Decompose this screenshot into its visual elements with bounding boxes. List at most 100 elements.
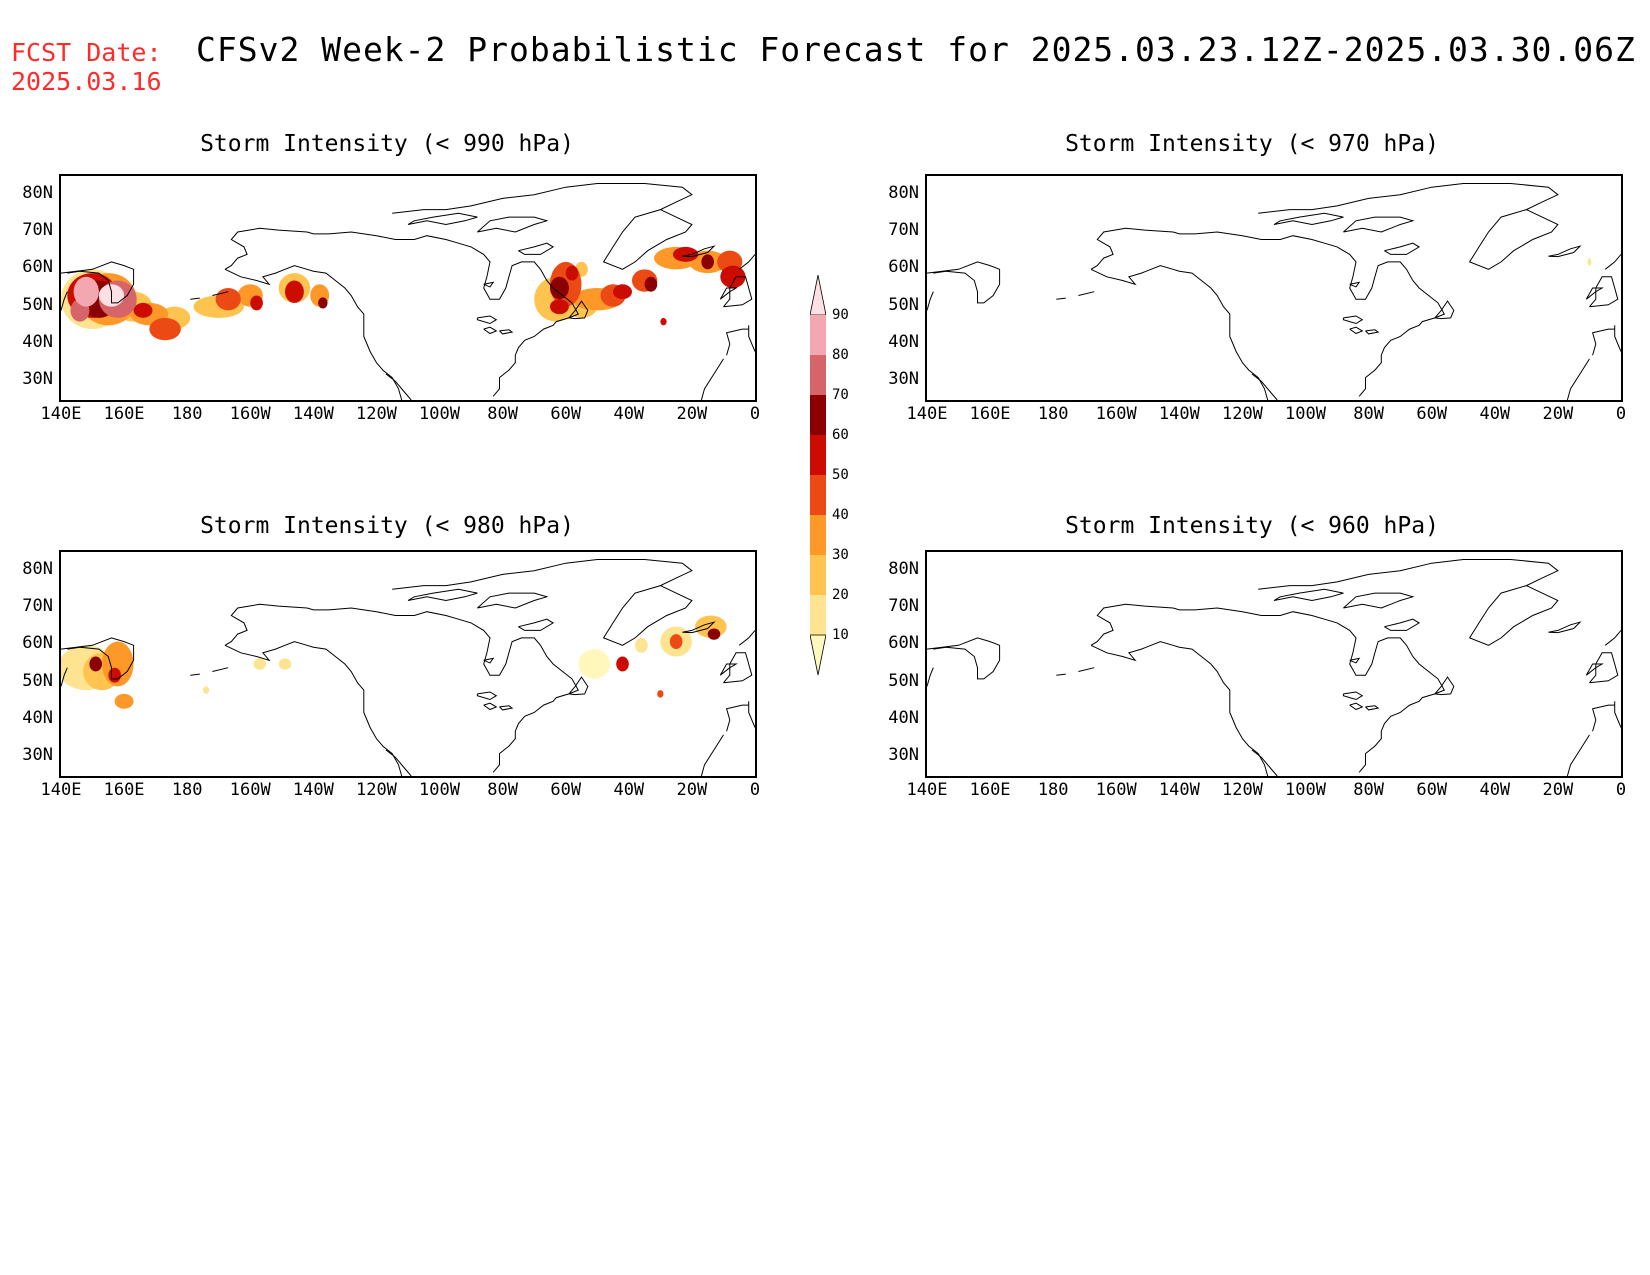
colorbar-segment — [810, 515, 826, 555]
longitude-tick-label: 20W — [1542, 780, 1574, 800]
coastline — [385, 749, 412, 776]
colorbar-tick-label: 20 — [832, 587, 849, 603]
colorbar-segment — [810, 595, 826, 635]
map-canvas — [927, 183, 1621, 400]
coastline — [499, 329, 514, 335]
longitude-tick-label: 160W — [229, 780, 271, 800]
latitude-tick-label: 40N — [888, 332, 919, 352]
map-panel-970 — [925, 174, 1623, 402]
coastline — [1349, 657, 1361, 664]
coastline — [1343, 216, 1415, 233]
latitude-tick-label: 30N — [888, 369, 919, 390]
probability-cell — [318, 297, 328, 309]
latitude-tick-label: 50N — [888, 670, 919, 691]
latitude-tick-label: 40N — [22, 708, 53, 728]
latitude-tick-label: 40N — [888, 708, 919, 728]
longitude-tick-label: 160E — [103, 404, 145, 424]
coastline — [1251, 373, 1278, 400]
latitude-tick-label: 70N — [888, 220, 919, 240]
colorbar-segment — [810, 355, 826, 395]
colorbar-tick-label: 10 — [832, 627, 849, 643]
coastline — [1585, 287, 1604, 300]
coastline — [224, 227, 377, 270]
coastline — [1614, 325, 1621, 352]
latitude-tick-label: 70N — [22, 220, 53, 240]
probability-cell — [215, 288, 241, 311]
longitude-tick-label: 180 — [171, 780, 203, 800]
probability-cell — [669, 634, 683, 650]
coastline — [738, 254, 755, 270]
colorbar-tick-label: 40 — [832, 507, 849, 523]
coastline — [1056, 673, 1066, 676]
coastline — [224, 641, 403, 776]
latitude-tick-label: 80N — [888, 182, 919, 203]
probability-cell — [133, 302, 153, 318]
probability-cell — [616, 656, 629, 672]
coastline — [927, 291, 934, 311]
longitude-tick-label: 0 — [1615, 404, 1627, 424]
coastline — [385, 373, 412, 400]
probability-cell — [549, 299, 569, 315]
longitude-tick-label: 60W — [550, 404, 582, 424]
probability-cell — [549, 276, 569, 300]
probability-cell — [1587, 258, 1592, 266]
coastline — [1384, 242, 1421, 255]
longitude-tick-label: 160E — [969, 404, 1011, 424]
coastline — [61, 261, 135, 304]
colorbar-segment — [810, 555, 826, 595]
latitude-tick-label: 60N — [888, 633, 919, 654]
coastline — [927, 261, 1001, 304]
coastline — [700, 734, 724, 776]
latitude-tick-label: 30N — [888, 745, 919, 766]
coastline — [1365, 705, 1380, 711]
colorbar-segment — [810, 634, 826, 676]
colorbar-tick-label: 90 — [832, 307, 849, 323]
colorbar-tick-label: 80 — [832, 347, 849, 363]
map-canvas — [61, 559, 755, 776]
coastline — [1384, 618, 1421, 631]
probability-cell — [149, 317, 181, 341]
latitude-tick-label: 50N — [22, 294, 53, 315]
latitude-tick-label: 60N — [22, 257, 53, 278]
colorbar-segment — [810, 475, 826, 515]
longitude-tick-label: 40W — [613, 780, 645, 800]
coastline — [407, 588, 478, 602]
coastline — [483, 657, 495, 664]
colorbar — [810, 275, 826, 676]
fcst-date-block: FCST Date: 2025.03.16 — [11, 38, 162, 96]
coastline — [725, 704, 749, 732]
longitude-tick-label: 100W — [1285, 780, 1326, 800]
probability-cell — [89, 656, 103, 672]
coastline — [1566, 358, 1590, 400]
coastline — [1090, 641, 1269, 776]
latitude-tick-label: 30N — [22, 745, 53, 766]
coastline — [1078, 667, 1095, 672]
colorbar-segment — [810, 395, 826, 435]
longitude-tick-label: 60W — [1416, 404, 1448, 424]
coastline — [1591, 704, 1615, 732]
latitude-tick-label: 80N — [22, 182, 53, 203]
probability-cell — [565, 265, 579, 281]
coastline — [1548, 245, 1582, 258]
longitude-tick-label: 20W — [1542, 404, 1574, 424]
longitude-tick-label: 0 — [749, 780, 761, 800]
longitude-tick-label: 160E — [103, 780, 145, 800]
coastline — [392, 183, 693, 270]
probability-cell — [250, 295, 263, 311]
latitude-tick-label: 50N — [22, 670, 53, 691]
coastline — [476, 691, 498, 701]
longitude-tick-label: 180 — [1037, 780, 1069, 800]
coastline — [376, 611, 580, 773]
coastline — [61, 667, 68, 687]
probability-cell — [73, 276, 99, 307]
coastline — [748, 325, 755, 352]
coastline — [1251, 749, 1278, 776]
coastline — [1090, 603, 1243, 646]
coastline — [1365, 329, 1380, 335]
longitude-tick-label: 180 — [1037, 404, 1069, 424]
coastline — [1589, 276, 1619, 308]
latitude-tick-label: 70N — [22, 596, 53, 616]
coastline — [1090, 227, 1243, 270]
coastline — [1585, 663, 1604, 676]
coastline — [1343, 592, 1415, 609]
